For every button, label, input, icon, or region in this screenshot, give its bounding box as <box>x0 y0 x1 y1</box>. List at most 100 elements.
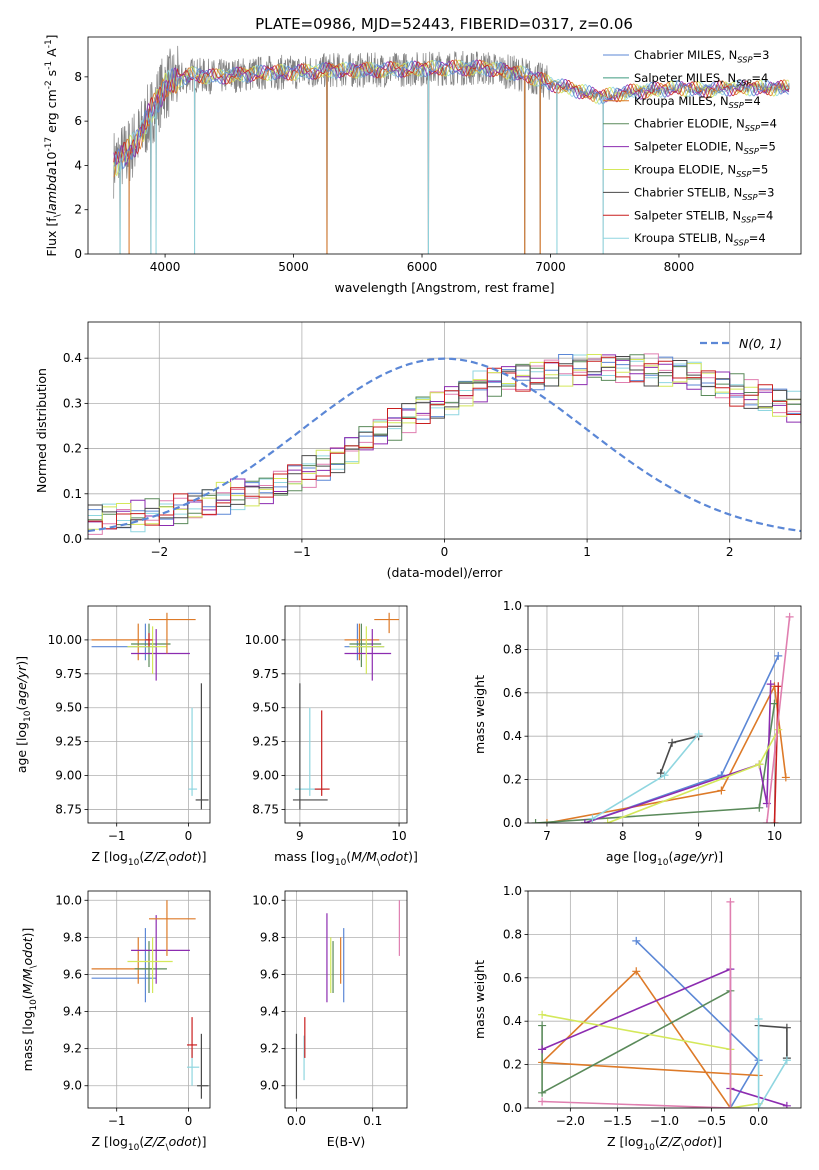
label-part: 8.75 <box>252 802 279 816</box>
axes-frame <box>87 890 211 1109</box>
tick-label-y: 8 <box>74 70 82 84</box>
label-part: 9.6 <box>260 967 279 981</box>
label-part: ( <box>655 1134 660 1149</box>
label-part: 10 <box>128 1143 140 1153</box>
label-part: SSP <box>741 215 756 225</box>
plot-area <box>88 353 801 535</box>
label-part: Salpeter STELIB, N <box>634 208 741 222</box>
label-part: 0.2 <box>503 773 522 787</box>
weight-marker <box>755 760 764 769</box>
tick-label-x: 9 <box>296 829 304 843</box>
model-fit <box>113 59 790 178</box>
label-part: 4 <box>74 158 82 172</box>
tick-label-y: 9.25 <box>252 735 279 749</box>
normal-curve <box>88 357 801 533</box>
plot-area <box>295 900 400 1099</box>
label-part: lambda <box>44 167 59 214</box>
axis-label-y: Normed distribution <box>34 368 49 493</box>
tick-label-y: 9.4 <box>63 1005 82 1019</box>
label-part: 1.0 <box>503 884 522 898</box>
weight-marker <box>785 612 794 621</box>
label-part: Kroupa MILES, N <box>634 94 729 108</box>
label-part: mass [log <box>20 1011 35 1072</box>
label-part: 9.6 <box>63 967 82 981</box>
label-part: =4 <box>749 231 766 245</box>
tick-label-x: −2 <box>150 545 168 559</box>
label-part: 9.00 <box>55 769 82 783</box>
tick-label-y: 9.00 <box>252 769 279 783</box>
tick-label-y: 0.3 <box>63 396 82 410</box>
label-part: SSP <box>729 100 744 110</box>
label-part: )] <box>197 849 207 864</box>
label-part: ( <box>139 1134 144 1149</box>
weight-marker <box>632 936 641 945</box>
weight-series <box>546 683 787 823</box>
legend-entry: Salpeter MILES, NSSP=4 <box>634 71 768 87</box>
label-part: SSP <box>737 54 752 64</box>
weight-marker <box>782 1056 791 1065</box>
label-part: mass weight <box>472 675 487 754</box>
label-part: 10 <box>657 858 669 868</box>
label-part: 0.0 <box>287 1114 306 1128</box>
label-part: −1.5 <box>603 1114 632 1128</box>
label-part: wavelength [Angstrom, rest frame] <box>334 280 554 295</box>
tick-label-y: 4 <box>74 158 82 172</box>
tick-label-y: 10.00 <box>245 633 279 647</box>
weight-marker <box>782 1101 791 1108</box>
tick-label-y: 0.8 <box>503 927 522 941</box>
label-part: 10 <box>391 829 406 843</box>
label-part: −1 <box>108 829 126 843</box>
tick-label-x: 8000 <box>664 260 695 274</box>
axis-label-y: mass [log10(M/M\odot)] <box>20 928 39 1072</box>
weight-marker <box>774 651 783 660</box>
label-part: 9.2 <box>63 1042 82 1056</box>
label-part: −1.0 <box>650 1114 679 1128</box>
label-part: ] <box>44 34 59 39</box>
tick-label-y: 0.6 <box>503 971 522 985</box>
label-part: 0 <box>74 247 82 261</box>
label-part: mass [log <box>274 849 335 864</box>
weight-series <box>542 901 732 1108</box>
tick-label-y: 9.25 <box>55 735 82 749</box>
label-part: Z/Z <box>143 849 166 864</box>
label-part: erg cm <box>44 89 59 137</box>
weight-marker <box>762 819 771 823</box>
tick-label-x: −1 <box>293 545 311 559</box>
label-part: Chabrier STELIB, N <box>634 185 742 199</box>
model-fit <box>113 60 789 170</box>
tick-label-x: 6000 <box>407 260 438 274</box>
label-part: SSP <box>734 238 749 248</box>
axis-label-x: Z [log10(Z/Z\odot)] <box>91 849 206 868</box>
weight-marker <box>668 738 677 747</box>
label-part: 10 <box>23 710 33 722</box>
tick-label-y: 9.50 <box>252 701 279 715</box>
axis-label-x: E(B-V) <box>327 1134 366 1149</box>
weight-marker <box>632 967 641 976</box>
legend-entry: Chabrier MILES, NSSP=3 <box>634 48 769 64</box>
tick-label-y: 0.0 <box>503 1101 522 1115</box>
label-part: 8.75 <box>55 802 82 816</box>
label-part: )] <box>14 656 29 666</box>
label-part: 10.00 <box>245 633 279 647</box>
histogram-series <box>88 354 801 530</box>
label-part: 0.8 <box>503 642 522 656</box>
weight-marker <box>766 680 775 689</box>
label-part: 10 <box>335 858 347 868</box>
label-part: 7 <box>543 829 551 843</box>
label-part: )] <box>712 1134 722 1149</box>
label-part: 8 <box>74 70 82 84</box>
label-part: 0 <box>185 829 193 843</box>
label-part: odot <box>684 1134 713 1149</box>
weight-series <box>540 970 759 1108</box>
label-part: 9 <box>695 829 703 843</box>
label-part: SSP <box>745 123 760 133</box>
label-part: -2 <box>44 80 54 89</box>
label-part: 10.00 <box>48 633 82 647</box>
model-fit <box>113 59 790 166</box>
tick-label-x: 7000 <box>535 260 566 274</box>
axis-label-x: Z [log10(Z/Z\odot)] <box>91 1134 206 1153</box>
label-part: 5000 <box>278 260 309 274</box>
label-part: -17 <box>44 137 54 152</box>
label-part: -1 <box>44 61 54 70</box>
